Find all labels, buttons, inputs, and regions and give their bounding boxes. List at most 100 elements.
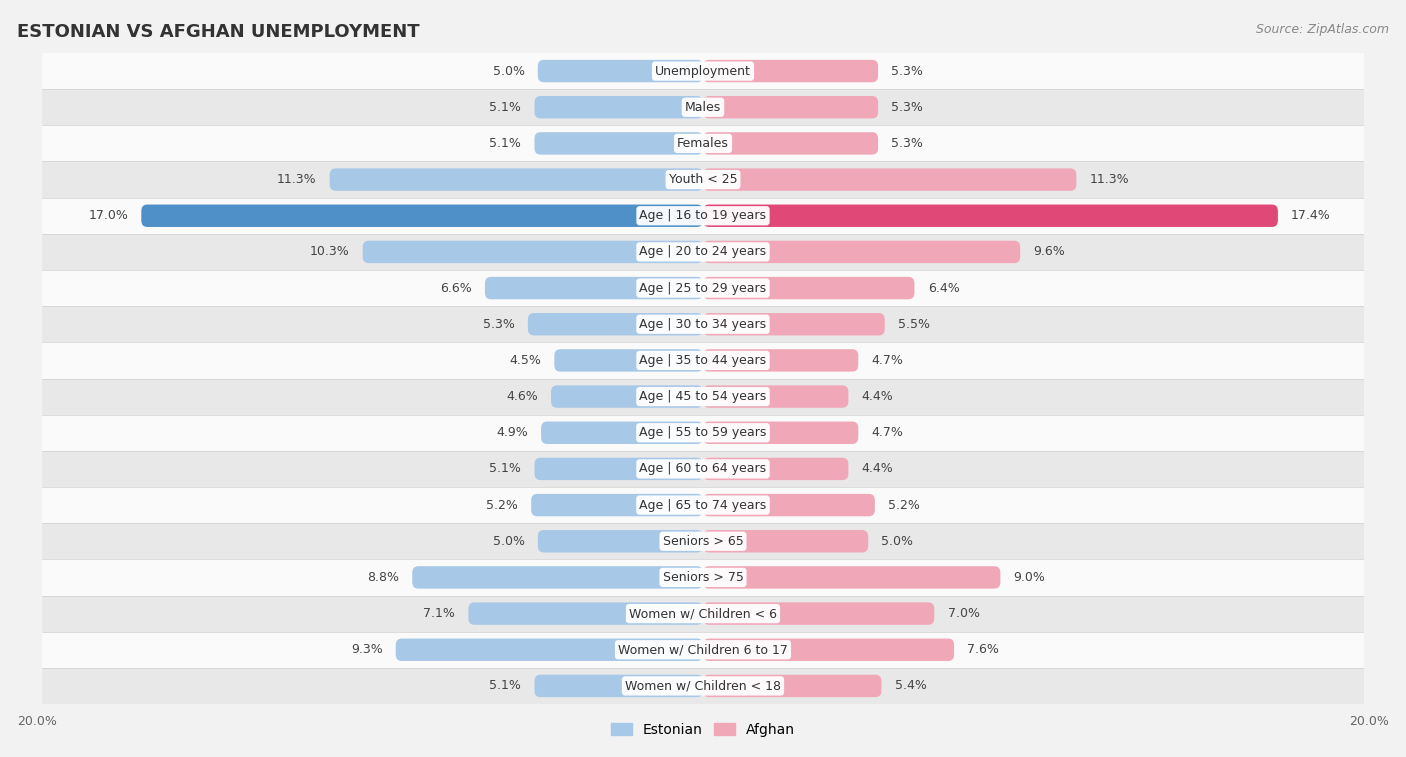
Text: 4.4%: 4.4% <box>862 463 893 475</box>
Bar <box>42 161 1364 198</box>
FancyBboxPatch shape <box>531 494 703 516</box>
Bar <box>42 270 1364 306</box>
Bar <box>42 451 1364 487</box>
FancyBboxPatch shape <box>703 96 879 118</box>
Text: Age | 45 to 54 years: Age | 45 to 54 years <box>640 390 766 403</box>
Text: 5.3%: 5.3% <box>891 64 924 77</box>
FancyBboxPatch shape <box>703 674 882 697</box>
Text: 5.0%: 5.0% <box>492 534 524 548</box>
Text: 5.1%: 5.1% <box>489 463 522 475</box>
Text: 5.0%: 5.0% <box>492 64 524 77</box>
FancyBboxPatch shape <box>395 639 703 661</box>
FancyBboxPatch shape <box>703 530 868 553</box>
Text: 4.6%: 4.6% <box>506 390 537 403</box>
Text: Age | 16 to 19 years: Age | 16 to 19 years <box>640 209 766 223</box>
FancyBboxPatch shape <box>534 674 703 697</box>
Text: 11.3%: 11.3% <box>1090 173 1129 186</box>
Text: 6.4%: 6.4% <box>928 282 959 294</box>
Text: 5.5%: 5.5% <box>898 318 929 331</box>
Text: Seniors > 75: Seniors > 75 <box>662 571 744 584</box>
FancyBboxPatch shape <box>703 204 1278 227</box>
Legend: Estonian, Afghan: Estonian, Afghan <box>606 718 800 743</box>
FancyBboxPatch shape <box>551 385 703 408</box>
Text: Age | 35 to 44 years: Age | 35 to 44 years <box>640 354 766 367</box>
Text: 5.4%: 5.4% <box>894 680 927 693</box>
Text: 6.6%: 6.6% <box>440 282 471 294</box>
Text: Women w/ Children < 6: Women w/ Children < 6 <box>628 607 778 620</box>
FancyBboxPatch shape <box>703 566 1001 589</box>
Text: 17.4%: 17.4% <box>1291 209 1331 223</box>
Bar <box>42 559 1364 596</box>
FancyBboxPatch shape <box>703 132 879 154</box>
Text: 5.2%: 5.2% <box>889 499 920 512</box>
Text: 7.6%: 7.6% <box>967 643 1000 656</box>
FancyBboxPatch shape <box>329 168 703 191</box>
Bar <box>42 234 1364 270</box>
FancyBboxPatch shape <box>412 566 703 589</box>
FancyBboxPatch shape <box>534 96 703 118</box>
Text: 4.4%: 4.4% <box>862 390 893 403</box>
FancyBboxPatch shape <box>363 241 703 263</box>
Text: Age | 60 to 64 years: Age | 60 to 64 years <box>640 463 766 475</box>
Text: Women w/ Children 6 to 17: Women w/ Children 6 to 17 <box>619 643 787 656</box>
Text: 5.1%: 5.1% <box>489 101 522 114</box>
FancyBboxPatch shape <box>537 60 703 83</box>
Text: Youth < 25: Youth < 25 <box>669 173 737 186</box>
Text: Age | 30 to 34 years: Age | 30 to 34 years <box>640 318 766 331</box>
Text: Age | 65 to 74 years: Age | 65 to 74 years <box>640 499 766 512</box>
Bar <box>42 53 1364 89</box>
Text: Unemployment: Unemployment <box>655 64 751 77</box>
Text: ESTONIAN VS AFGHAN UNEMPLOYMENT: ESTONIAN VS AFGHAN UNEMPLOYMENT <box>17 23 419 41</box>
Bar <box>42 668 1364 704</box>
Text: 4.7%: 4.7% <box>872 426 904 439</box>
Text: 17.0%: 17.0% <box>89 209 128 223</box>
FancyBboxPatch shape <box>703 349 858 372</box>
FancyBboxPatch shape <box>554 349 703 372</box>
Bar <box>42 523 1364 559</box>
FancyBboxPatch shape <box>537 530 703 553</box>
FancyBboxPatch shape <box>703 494 875 516</box>
Bar <box>42 306 1364 342</box>
Bar <box>42 415 1364 451</box>
Text: 5.1%: 5.1% <box>489 137 522 150</box>
Text: Males: Males <box>685 101 721 114</box>
FancyBboxPatch shape <box>703 385 848 408</box>
Text: 9.0%: 9.0% <box>1014 571 1046 584</box>
Text: 9.3%: 9.3% <box>350 643 382 656</box>
Text: 5.3%: 5.3% <box>891 137 924 150</box>
FancyBboxPatch shape <box>541 422 703 444</box>
Text: Women w/ Children < 18: Women w/ Children < 18 <box>626 680 780 693</box>
Text: 10.3%: 10.3% <box>309 245 350 258</box>
Bar <box>42 596 1364 631</box>
Bar <box>42 126 1364 161</box>
Text: 4.9%: 4.9% <box>496 426 527 439</box>
Bar <box>42 631 1364 668</box>
Text: 4.5%: 4.5% <box>509 354 541 367</box>
FancyBboxPatch shape <box>703 60 879 83</box>
FancyBboxPatch shape <box>485 277 703 299</box>
Bar <box>42 342 1364 378</box>
Text: 7.0%: 7.0% <box>948 607 980 620</box>
FancyBboxPatch shape <box>534 132 703 154</box>
Text: Source: ZipAtlas.com: Source: ZipAtlas.com <box>1256 23 1389 36</box>
Text: 11.3%: 11.3% <box>277 173 316 186</box>
Text: 20.0%: 20.0% <box>1350 715 1389 728</box>
FancyBboxPatch shape <box>703 277 914 299</box>
FancyBboxPatch shape <box>703 639 955 661</box>
Text: 9.6%: 9.6% <box>1033 245 1066 258</box>
FancyBboxPatch shape <box>703 422 858 444</box>
Text: 4.7%: 4.7% <box>872 354 904 367</box>
Bar <box>42 487 1364 523</box>
Text: 7.1%: 7.1% <box>423 607 456 620</box>
FancyBboxPatch shape <box>468 603 703 625</box>
Text: Seniors > 65: Seniors > 65 <box>662 534 744 548</box>
Bar <box>42 198 1364 234</box>
FancyBboxPatch shape <box>527 313 703 335</box>
Bar <box>42 378 1364 415</box>
Text: 5.3%: 5.3% <box>891 101 924 114</box>
Text: 5.3%: 5.3% <box>482 318 515 331</box>
FancyBboxPatch shape <box>534 458 703 480</box>
FancyBboxPatch shape <box>141 204 703 227</box>
Text: 5.1%: 5.1% <box>489 680 522 693</box>
FancyBboxPatch shape <box>703 241 1021 263</box>
